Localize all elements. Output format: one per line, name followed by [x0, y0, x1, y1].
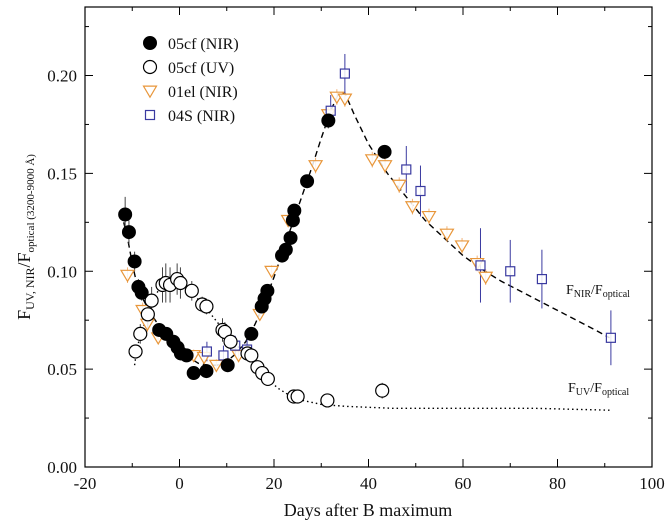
y-axis-title-main2: /F: [14, 252, 34, 267]
y-tick-label: 0.10: [47, 262, 77, 281]
x-tick-label: -20: [74, 474, 97, 493]
point-05cf-nir: [377, 144, 392, 159]
point-05cf-nir: [121, 225, 136, 240]
point-05cf-uv: [244, 348, 259, 363]
y-tick-label: 0.20: [47, 67, 77, 86]
curve-label-uv-sub1: UV: [576, 387, 591, 398]
point-05cf-nir: [278, 242, 293, 257]
legend-marker-04s-nir: [144, 109, 156, 121]
point-05cf-nir: [127, 254, 142, 269]
point-05cf-uv: [223, 334, 238, 349]
point-05cf-nir: [118, 207, 133, 222]
point-05cf-uv: [320, 393, 335, 408]
y-axis-title-main: F: [14, 310, 34, 320]
legend-marker-05cf-nir: [143, 36, 157, 50]
point-05cf-uv: [173, 275, 188, 291]
point-05cf-nir: [186, 366, 201, 381]
curve-label-uv: FUV/Foptical: [568, 381, 629, 398]
point-04s-nir: [475, 260, 486, 271]
legend-label-04s-nir: 04S (NIR): [168, 108, 235, 125]
point-01el-nir: [391, 179, 407, 193]
x-tick-label: 20: [266, 474, 283, 493]
curve-label-uv-sub2: optical: [602, 387, 629, 398]
curve-label-uv-slash: /F: [590, 381, 602, 396]
y-tick-label: 0.05: [47, 360, 77, 379]
nir-fit-curve: [123, 92, 610, 366]
point-05cf-uv: [375, 383, 390, 398]
legend-marker-05cf-uv: [142, 59, 158, 75]
legend-label-01el-nir: 01el (NIR): [168, 84, 238, 101]
point-01el-nir: [264, 265, 280, 279]
x-axis-title: Days after B maximum: [284, 500, 452, 520]
y-axis-title-sub2: optical (3200-9000 Å): [25, 154, 37, 253]
point-05cf-nir: [134, 285, 149, 300]
curve-label-nir-sub2: optical: [603, 289, 630, 300]
x-tick-label: 80: [549, 474, 566, 493]
legend-label-05cf-uv: 05cf (UV): [168, 60, 234, 77]
point-01el-nir: [364, 154, 380, 168]
point-05cf-uv: [199, 299, 214, 314]
point-01el-nir: [337, 93, 353, 107]
data-markers: [118, 68, 616, 408]
point-01el-nir: [119, 269, 136, 283]
point-01el-nir: [208, 359, 224, 373]
point-05cf-uv: [140, 307, 155, 322]
point-05cf-uv: [290, 389, 305, 404]
point-01el-nir: [404, 201, 420, 215]
legend-marker-01el-nir: [142, 85, 158, 99]
point-04s-nir: [536, 273, 548, 285]
point-01el-nir: [439, 228, 455, 242]
point-01el-nir: [478, 271, 494, 285]
point-05cf-nir: [220, 358, 235, 373]
point-05cf-uv: [144, 293, 159, 308]
point-01el-nir: [308, 160, 324, 173]
point-05cf-nir: [321, 113, 336, 128]
y-axis-title-sub: UV, NIR: [23, 267, 37, 309]
y-tick-label: 0.15: [47, 164, 77, 183]
point-01el-nir: [421, 210, 437, 224]
point-01el-nir: [377, 160, 393, 173]
point-05cf-nir: [244, 326, 259, 341]
curve-label-nir-main: F: [566, 283, 574, 298]
x-tick-label: 60: [455, 474, 472, 493]
y-tick-label: 0.00: [47, 458, 77, 477]
curve-label-uv-main: F: [568, 381, 576, 396]
point-05cf-nir: [179, 348, 194, 363]
point-05cf-nir: [260, 283, 275, 298]
point-05cf-uv: [260, 371, 275, 387]
point-05cf-uv: [128, 344, 143, 359]
fit-curves: [123, 92, 610, 411]
curve-label-nir-slash: /F: [591, 283, 603, 298]
legend-label-05cf-nir: 05cf (NIR): [168, 36, 239, 53]
point-04s-nir: [605, 332, 616, 343]
point-05cf-nir: [287, 203, 302, 218]
point-04s-nir: [401, 164, 412, 175]
y-axis-title: FUV, NIR/Foptical (3200-9000 Å): [14, 154, 37, 320]
point-04s-nir: [505, 266, 516, 277]
point-04s-nir: [339, 68, 350, 79]
point-05cf-uv: [184, 283, 199, 298]
legend: 05cf (NIR) 05cf (UV) 01el (NIR) 04S (NIR): [142, 36, 239, 125]
x-tick-label: 40: [360, 474, 377, 493]
point-01el-nir: [454, 240, 470, 254]
point-05cf-nir: [283, 230, 298, 245]
curve-label-nir-sub1: NIR: [574, 289, 592, 300]
x-tick-label: 0: [175, 474, 184, 493]
point-05cf-uv: [133, 326, 148, 341]
point-04s-nir: [201, 346, 213, 357]
point-04s-nir: [415, 185, 426, 197]
point-05cf-nir: [199, 364, 214, 379]
curve-label-nir: FNIR/Foptical: [566, 283, 630, 300]
axis-ticks: -20 0 20 40 60 80 100 0.00 0.05 0.10 0.15 0.20: [47, 7, 665, 493]
x-tick-label: 100: [639, 474, 665, 493]
point-05cf-nir: [300, 174, 315, 189]
